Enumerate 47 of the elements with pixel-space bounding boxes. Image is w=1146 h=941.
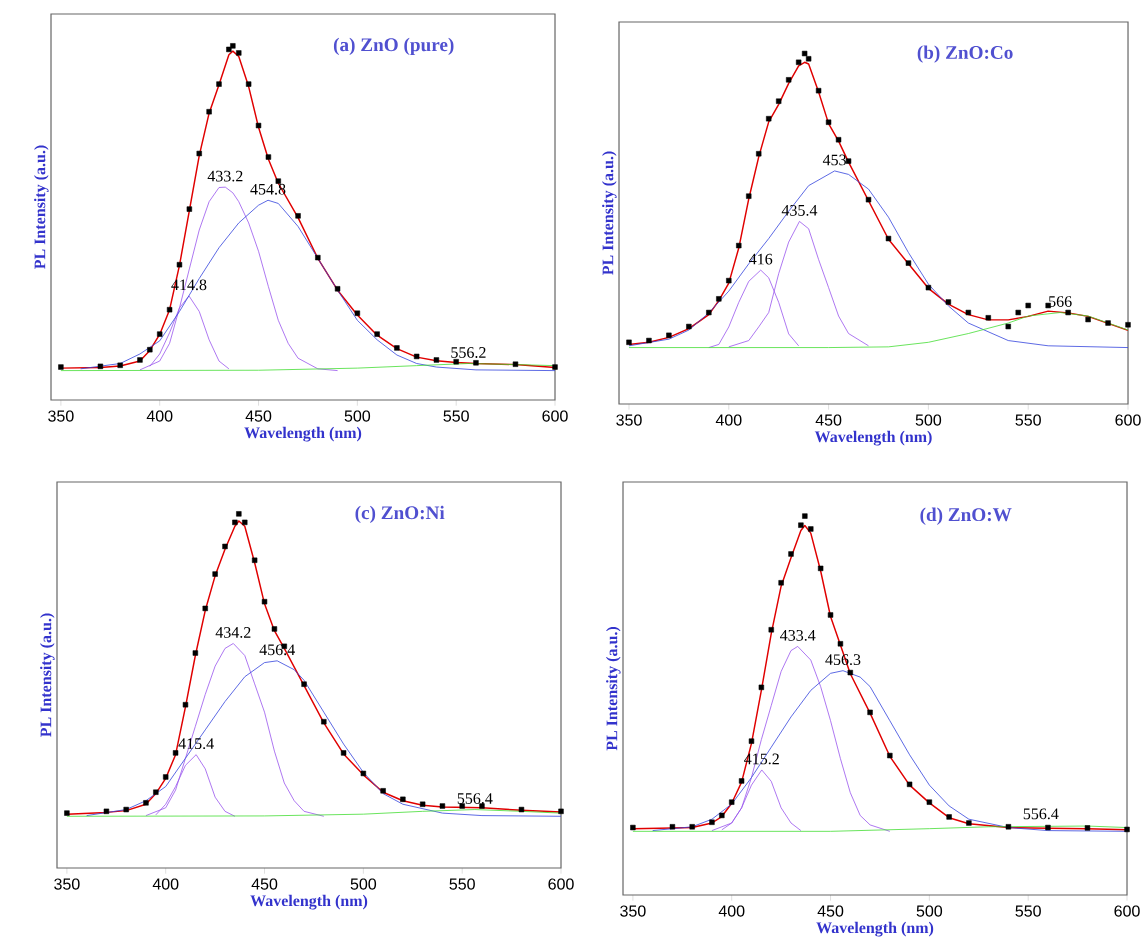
x-axis-title: Wavelength (nm) (244, 426, 362, 442)
x-tick-label: 350 (616, 414, 642, 426)
x-tick-label: 450 (815, 414, 842, 426)
annotation: 556.4 (1023, 808, 1059, 820)
x-tick-label: 500 (916, 905, 943, 917)
x-tick-label: 500 (915, 414, 942, 426)
annotation: 433.2 (207, 170, 243, 182)
x-tick-label: 450 (817, 905, 844, 917)
x-tick-label: 600 (542, 410, 568, 422)
chart-title: (d) ZnO:W (920, 507, 1012, 526)
annotation: 556.4 (457, 793, 493, 804)
x-tick-label: 350 (48, 410, 74, 422)
annotation: 556.2 (451, 347, 486, 358)
annotation: 433.4 (780, 630, 816, 641)
x-tick-label: 550 (449, 878, 475, 890)
annotation: 434.2 (215, 627, 251, 638)
y-axis-title: PL Intensity (a.u.) (602, 151, 617, 275)
annotation: 416 (749, 253, 773, 265)
x-axis-title: Wavelength (nm) (814, 430, 932, 446)
x-tick-label: 500 (350, 878, 377, 890)
x-tick-label: 600 (1115, 414, 1141, 426)
y-axis-title: PL Intensity (a.u.) (40, 613, 55, 737)
x-tick-label: 400 (715, 414, 742, 426)
annotation: 435.4 (781, 204, 818, 216)
x-tick-label: 400 (718, 905, 745, 917)
chart-title: (c) ZnO:Ni (355, 505, 445, 524)
x-tick-label: 450 (251, 878, 278, 890)
x-tick-label: 400 (152, 878, 179, 890)
x-tick-label: 600 (1114, 905, 1140, 917)
x-axis-title: Wavelength (nm) (250, 894, 368, 910)
annotation: 415.4 (178, 738, 214, 750)
x-tick-label: 550 (443, 410, 469, 422)
x-tick-label: 600 (548, 878, 574, 890)
x-tick-label: 550 (1015, 905, 1041, 917)
y-axis-title: PL Intensity (a.u.) (606, 627, 621, 751)
x-tick-label: 450 (245, 410, 272, 422)
annotation: 453 (822, 154, 846, 166)
y-axis-title: PL Intensity (a.u.) (34, 145, 49, 269)
chart-title: (a) ZnO (pure) (333, 37, 454, 56)
x-tick-label: 350 (620, 905, 646, 917)
x-tick-label: 550 (1015, 414, 1041, 426)
annotation: 566 (1049, 296, 1072, 307)
x-tick-label: 500 (344, 410, 371, 422)
chart-title: (b) ZnO:Co (917, 45, 1013, 63)
x-tick-label: 400 (146, 410, 173, 422)
x-axis-title: Wavelength (nm) (816, 921, 934, 937)
x-tick-label: 350 (54, 878, 80, 890)
